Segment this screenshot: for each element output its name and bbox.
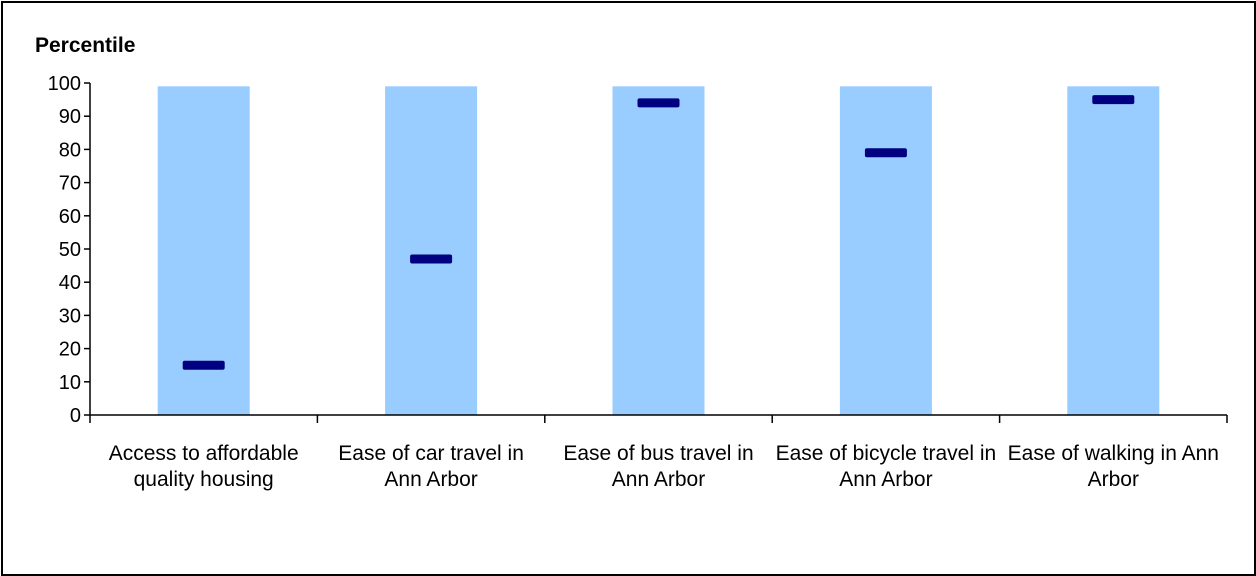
y-tick-label: 70 <box>59 173 81 195</box>
category-label: Ease of walking in Ann Arbor <box>1007 442 1219 491</box>
chart-title: Percentile <box>35 34 136 57</box>
range-bar <box>612 86 705 415</box>
y-tick-label: 10 <box>59 372 81 394</box>
y-tick-label: 20 <box>59 339 81 361</box>
category-label: Ease of bus travel in Ann Arbor <box>563 442 754 491</box>
category-label: Ease of bicycle travel in Ann Arbor <box>775 442 997 491</box>
y-tick-label: 90 <box>59 106 81 128</box>
percentile-marker <box>864 148 907 158</box>
y-tick-label: 100 <box>48 73 81 95</box>
y-tick-label: 40 <box>59 272 81 294</box>
percentile-marker <box>410 254 453 264</box>
percentile-marker <box>637 98 680 108</box>
y-tick-label: 50 <box>59 239 81 261</box>
y-tick-label: 0 <box>70 405 81 427</box>
y-tick-label: 30 <box>59 305 81 327</box>
y-tick-label: 80 <box>59 139 81 161</box>
percentile-marker <box>1092 95 1135 105</box>
range-bar <box>1067 86 1160 415</box>
range-bar <box>839 86 932 415</box>
range-bar <box>157 86 250 415</box>
category-label: Access to affordable quality housing <box>108 442 299 491</box>
percentile-marker <box>182 360 225 370</box>
category-label: Ease of car travel in Ann Arbor <box>338 442 524 491</box>
y-tick-label: 60 <box>59 206 81 228</box>
range-bar <box>385 86 478 415</box>
